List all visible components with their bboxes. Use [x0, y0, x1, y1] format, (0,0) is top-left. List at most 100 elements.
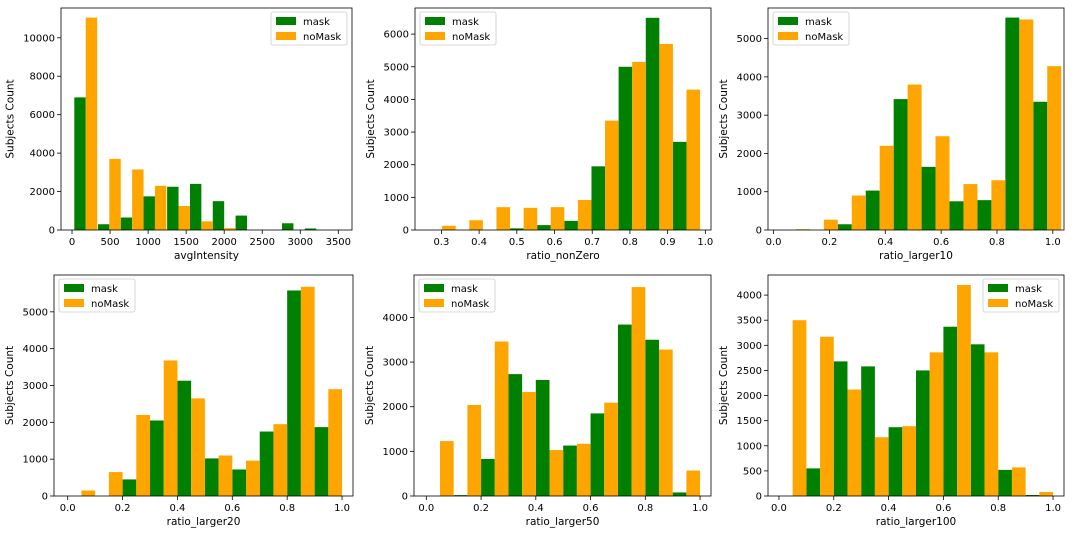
bar-mask — [535, 379, 550, 496]
x-tick-label: 0.3 — [433, 237, 449, 248]
bar-mask — [590, 413, 605, 496]
bar-mask — [177, 380, 192, 496]
bar-mask — [232, 469, 247, 496]
x-tick-label: 0.0 — [771, 503, 787, 514]
axes-frame — [767, 7, 1065, 231]
legend: mask noMask — [270, 11, 348, 46]
x-tick-label: 1.0 — [1045, 503, 1061, 514]
bar-mask — [921, 166, 936, 230]
y-tick-label: 3000 — [383, 358, 408, 369]
y-tick-label: 1500 — [737, 416, 762, 427]
legend-swatch-noMask — [988, 299, 1008, 307]
y-tick-label: 2000 — [383, 402, 408, 413]
legend-swatch-noMask — [778, 32, 798, 40]
x-tick-label: 0.2 — [821, 237, 837, 248]
x-axis-label: ratio_larger50 — [526, 516, 600, 528]
legend-swatch-mask — [424, 284, 444, 292]
y-axis-label: Subjects Count — [4, 346, 16, 425]
bar-noMask — [218, 455, 233, 496]
bar-mask — [259, 431, 274, 496]
legend: mask noMask — [419, 11, 497, 46]
x-tick-label: 0.4 — [471, 237, 487, 248]
y-tick-label: 4000 — [383, 313, 408, 324]
bar-mask — [97, 224, 110, 230]
bar-mask — [833, 361, 848, 496]
bar-noMask — [85, 17, 98, 231]
x-tick-label: 2000 — [211, 237, 236, 248]
bar-mask — [617, 324, 632, 496]
bar-noMask — [136, 414, 151, 496]
bar-mask — [1025, 494, 1040, 496]
bar-mask — [453, 495, 468, 496]
legend-label-noMask: noMask — [91, 299, 129, 310]
x-tick-label: 0.6 — [583, 503, 599, 514]
legend-label-mask: mask — [452, 17, 479, 28]
y-tick-label: 3500 — [737, 316, 762, 327]
x-tick-label: 0.6 — [933, 237, 949, 248]
bar-noMask — [496, 207, 511, 230]
chart-panel-1: 0 500 1000 1500 2000 2500 3000 3500 0 2000 4000 600… — [5, 7, 353, 262]
y-tick-label: 3000 — [384, 128, 409, 139]
y-tick-label: 10000 — [23, 33, 55, 44]
bar-noMask — [847, 389, 862, 496]
bar-noMask — [576, 443, 591, 496]
chart-panel-4: 0.0 0.2 0.4 0.6 0.8 1.0 0 1000 2000 3000 4000 5000 r… — [4, 274, 354, 528]
bar-mask — [618, 66, 633, 230]
y-tick-label: 0 — [402, 492, 408, 503]
x-tick-label: 1.0 — [697, 237, 713, 248]
bar-mask — [304, 228, 317, 230]
bar-noMask — [523, 207, 538, 230]
x-tick-label: 0.8 — [622, 237, 638, 248]
bar-mask — [672, 492, 687, 496]
legend-swatch-mask — [425, 17, 445, 25]
bar-noMask — [631, 287, 646, 496]
legend: mask noMask — [58, 278, 136, 313]
x-tick-label: 0.4 — [881, 503, 897, 514]
bar-mask — [508, 374, 523, 496]
x-tick-label: 0.0 — [418, 503, 434, 514]
bar-noMask — [851, 195, 866, 230]
x-tick-label: 0.2 — [826, 503, 842, 514]
bar-mask — [74, 97, 86, 231]
bar-noMask — [108, 472, 123, 496]
legend-swatch-noMask — [425, 32, 445, 40]
x-tick-label: 0.8 — [989, 237, 1005, 248]
bar-noMask — [991, 180, 1006, 230]
bar-noMask — [935, 136, 950, 230]
axes-frame — [767, 274, 1065, 497]
x-axis-label: ratio_larger10 — [879, 250, 953, 262]
x-tick-label: 3000 — [288, 237, 313, 248]
y-tick-label: 4000 — [30, 149, 55, 160]
legend-swatch-mask — [276, 17, 296, 25]
y-tick-label: 4000 — [737, 72, 762, 83]
bar-noMask — [273, 424, 288, 496]
y-tick-label: 0 — [756, 492, 762, 503]
x-tick-label: 0.7 — [584, 237, 600, 248]
bar-mask — [861, 366, 875, 496]
bar-noMask — [604, 402, 618, 496]
y-tick-label: 0 — [756, 226, 762, 237]
bar-mask — [916, 370, 930, 496]
bar-noMask — [81, 490, 96, 496]
bar-mask — [943, 326, 958, 496]
x-tick-label: 0.2 — [115, 503, 131, 514]
bar-noMask — [132, 169, 144, 230]
legend-label-mask: mask — [805, 17, 832, 28]
x-tick-label: 0.6 — [547, 237, 563, 248]
bar-mask — [1033, 101, 1048, 230]
x-axis-label: avgIntensity — [174, 250, 239, 262]
bar-noMask — [442, 225, 456, 230]
bar-mask — [672, 141, 687, 230]
bar-noMask — [907, 84, 922, 230]
bar-noMask — [201, 221, 213, 230]
legend-swatch-noMask — [276, 32, 296, 40]
y-tick-label: 6000 — [384, 30, 409, 41]
bar-noMask — [577, 199, 592, 230]
y-tick-label: 1000 — [23, 455, 48, 466]
bar-mask — [1005, 17, 1020, 230]
chart-panel-6: 0.0 0.2 0.4 0.6 0.8 1.0 0 500 1000 1500 2000 2500 30… — [718, 274, 1065, 528]
y-tick-label: 1000 — [737, 441, 762, 452]
x-tick-label: 0.5 — [509, 237, 525, 248]
legend: mask noMask — [418, 278, 496, 313]
y-axis-label: Subjects Count — [364, 346, 376, 425]
